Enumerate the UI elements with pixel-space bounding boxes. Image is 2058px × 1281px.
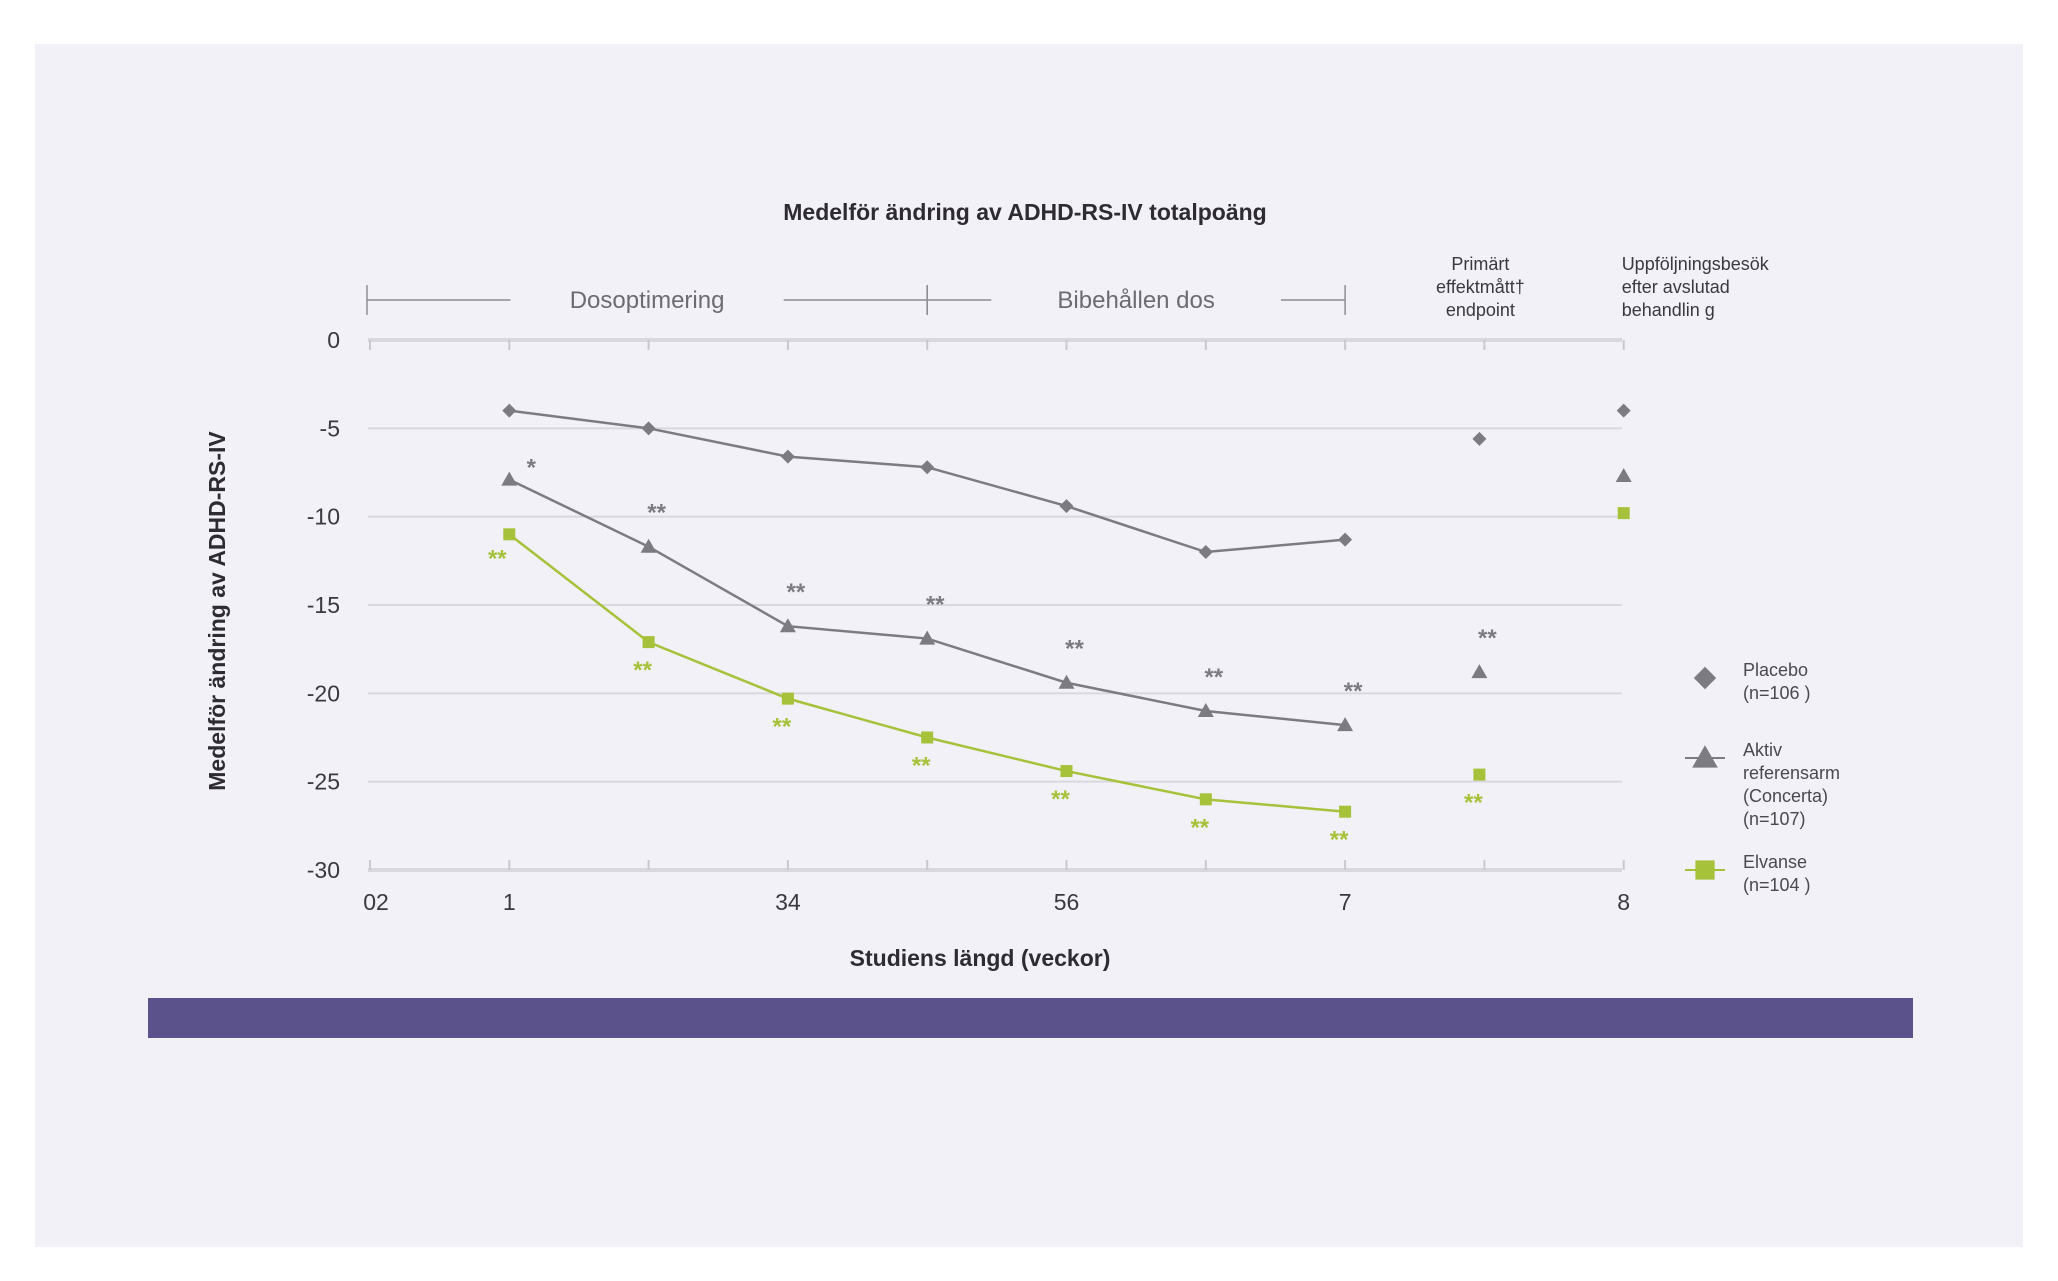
- x-tick-label: 8: [1617, 889, 1630, 915]
- legend: Placebo (n=106 ) Aktiv referensarm (Concerta…: [1685, 660, 1840, 895]
- column-note-line: Primärt: [1451, 254, 1509, 274]
- legend-item: Aktiv referensarm (Concerta) (n=107): [1685, 740, 1840, 829]
- significance-marker: **: [912, 753, 931, 780]
- legend-item: Placebo (n=106 ): [1693, 660, 1811, 703]
- significance-marker: **: [633, 657, 652, 684]
- significance-marker: **: [787, 579, 806, 606]
- x-tick-label: 1: [503, 889, 516, 915]
- triangle-marker: [1471, 664, 1488, 679]
- triangle-marker: [919, 630, 936, 645]
- triangle-marker: [1615, 468, 1632, 483]
- column-note-line: effektmått†: [1436, 277, 1525, 297]
- y-axis-label: Medelför ändring av ADHD-RS-IV: [204, 431, 230, 791]
- y-tick-label: -5: [320, 415, 340, 441]
- legend-label: (Concerta): [1743, 786, 1828, 806]
- y-tick-label: -20: [307, 680, 340, 706]
- significance-marker: **: [1478, 625, 1497, 652]
- x-tick-label: 56: [1054, 889, 1080, 915]
- significance-marker: **: [488, 545, 507, 572]
- square-marker: [1199, 793, 1212, 806]
- chart-background-panel: [35, 44, 2023, 1247]
- column-note-line: behandlin g: [1622, 300, 1715, 320]
- legend-label: referensarm: [1743, 763, 1840, 783]
- diamond-marker: [1198, 545, 1213, 559]
- significance-marker: **: [1344, 678, 1363, 705]
- x-axis-label: Studiens längd (veckor): [850, 945, 1111, 971]
- significance-marker: **: [926, 592, 945, 619]
- series-placebo: [502, 403, 1631, 559]
- legend-label: (n=104 ): [1743, 875, 1811, 895]
- y-tick-label: -30: [307, 857, 340, 883]
- series-aktiv-referensarm-concerta: ***** **********: [501, 455, 1632, 732]
- column-note-line: endpoint: [1446, 300, 1515, 320]
- y-tick-label: 0: [327, 327, 340, 353]
- triangle-marker: [640, 538, 657, 553]
- triangle-marker: [1692, 745, 1718, 768]
- square-marker: [1695, 860, 1715, 880]
- x-tick-label: 34: [775, 889, 801, 915]
- triangle-marker: [779, 618, 796, 633]
- y-tick-label: -25: [307, 769, 340, 795]
- significance-marker: **: [1065, 636, 1084, 663]
- x-tick-label: 02: [363, 889, 389, 915]
- square-marker: [1473, 768, 1486, 781]
- significance-marker: **: [647, 500, 666, 527]
- phase-brackets: Dosoptimering Bibehållen dos: [366, 285, 1346, 315]
- column-note-line: efter avslutad: [1622, 277, 1730, 297]
- y-tick-label: -10: [307, 504, 340, 530]
- legend-label: Elvanse: [1743, 852, 1807, 872]
- legend-label: (n=106 ): [1743, 683, 1811, 703]
- square-marker: [503, 528, 516, 541]
- square-marker: [1617, 507, 1630, 520]
- decorative-footer-bar: [148, 998, 1913, 1038]
- legend-label: Aktiv: [1743, 740, 1782, 760]
- diamond-marker: [1472, 431, 1487, 446]
- significance-marker: **: [1190, 814, 1209, 841]
- square-marker: [781, 692, 794, 705]
- diamond-marker: [1693, 666, 1717, 690]
- significance-marker: **: [1464, 790, 1483, 817]
- significance-marker: **: [1204, 664, 1223, 691]
- diamond-marker: [1338, 532, 1353, 547]
- diamond-marker: [920, 460, 935, 475]
- significance-marker: **: [1051, 786, 1070, 813]
- square-marker: [1060, 765, 1073, 778]
- chart-title: Medelför ändring av ADHD-RS-IV totalpoän…: [783, 199, 1266, 225]
- square-marker: [642, 636, 655, 649]
- significance-marker: **: [773, 714, 792, 741]
- grid-lines: [368, 338, 1625, 872]
- triangle-marker: [1337, 717, 1354, 732]
- square-marker: [1339, 805, 1352, 818]
- diamond-marker: [780, 449, 795, 464]
- triangle-marker: [1197, 703, 1214, 717]
- phase-label: Dosoptimering: [570, 287, 725, 314]
- series-group: ***** ********************** ****: [488, 403, 1632, 854]
- significance-marker: *: [527, 455, 537, 482]
- significance-marker: **: [1330, 827, 1349, 854]
- diamond-marker: [1059, 499, 1074, 514]
- y-tick-label: -15: [307, 592, 340, 618]
- legend-label: (n=107): [1743, 809, 1806, 829]
- phase-label: Bibehållen dos: [1057, 287, 1214, 314]
- triangle-marker: [501, 471, 518, 486]
- series-elvanse: ** ** ** ** ** ** ** **: [488, 507, 1630, 854]
- x-tick-label: 7: [1339, 889, 1352, 915]
- column-note-line: Uppföljningsbesök: [1622, 254, 1770, 274]
- diamond-marker: [1616, 403, 1631, 418]
- diamond-marker: [502, 403, 517, 418]
- column-notes: Primärt effektmått† endpoint Uppföljningsbe…: [1436, 254, 1770, 320]
- legend-label: Placebo: [1743, 660, 1808, 680]
- square-marker: [921, 731, 934, 744]
- triangle-marker: [1058, 674, 1075, 689]
- diamond-marker: [641, 421, 656, 436]
- legend-item: Elvanse (n=104 ): [1685, 852, 1811, 895]
- series-line: [509, 409, 1346, 554]
